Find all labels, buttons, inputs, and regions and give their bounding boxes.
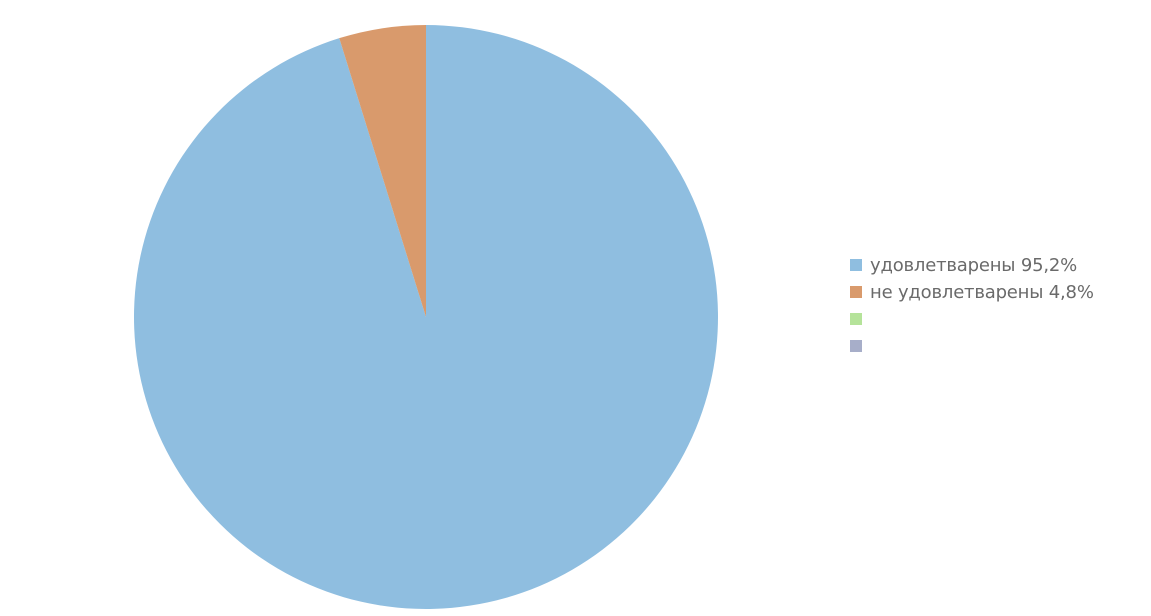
pie-slice-satisfied [133,25,718,609]
legend-swatch-empty-1 [850,313,862,325]
pie-slice-not-satisfied [339,25,426,317]
legend-swatch-satisfied [850,259,862,271]
legend-label-not-satisfied: не удовлетварены 4,8% [870,281,1094,303]
legend-item-empty-2 [850,334,1150,358]
legend-swatch-not-satisfied [850,286,862,298]
pie-slices [133,25,718,609]
chart-legend: удовлетварены 95,2% не удовлетварены 4,8… [850,253,1150,361]
legend-label-satisfied: удовлетварены 95,2% [870,254,1078,276]
legend-item-not-satisfied: не удовлетварены 4,8% [850,280,1150,304]
legend-item-satisfied: удовлетварены 95,2% [850,253,1150,277]
legend-swatch-empty-2 [850,340,862,352]
legend-item-empty-1 [850,307,1150,331]
